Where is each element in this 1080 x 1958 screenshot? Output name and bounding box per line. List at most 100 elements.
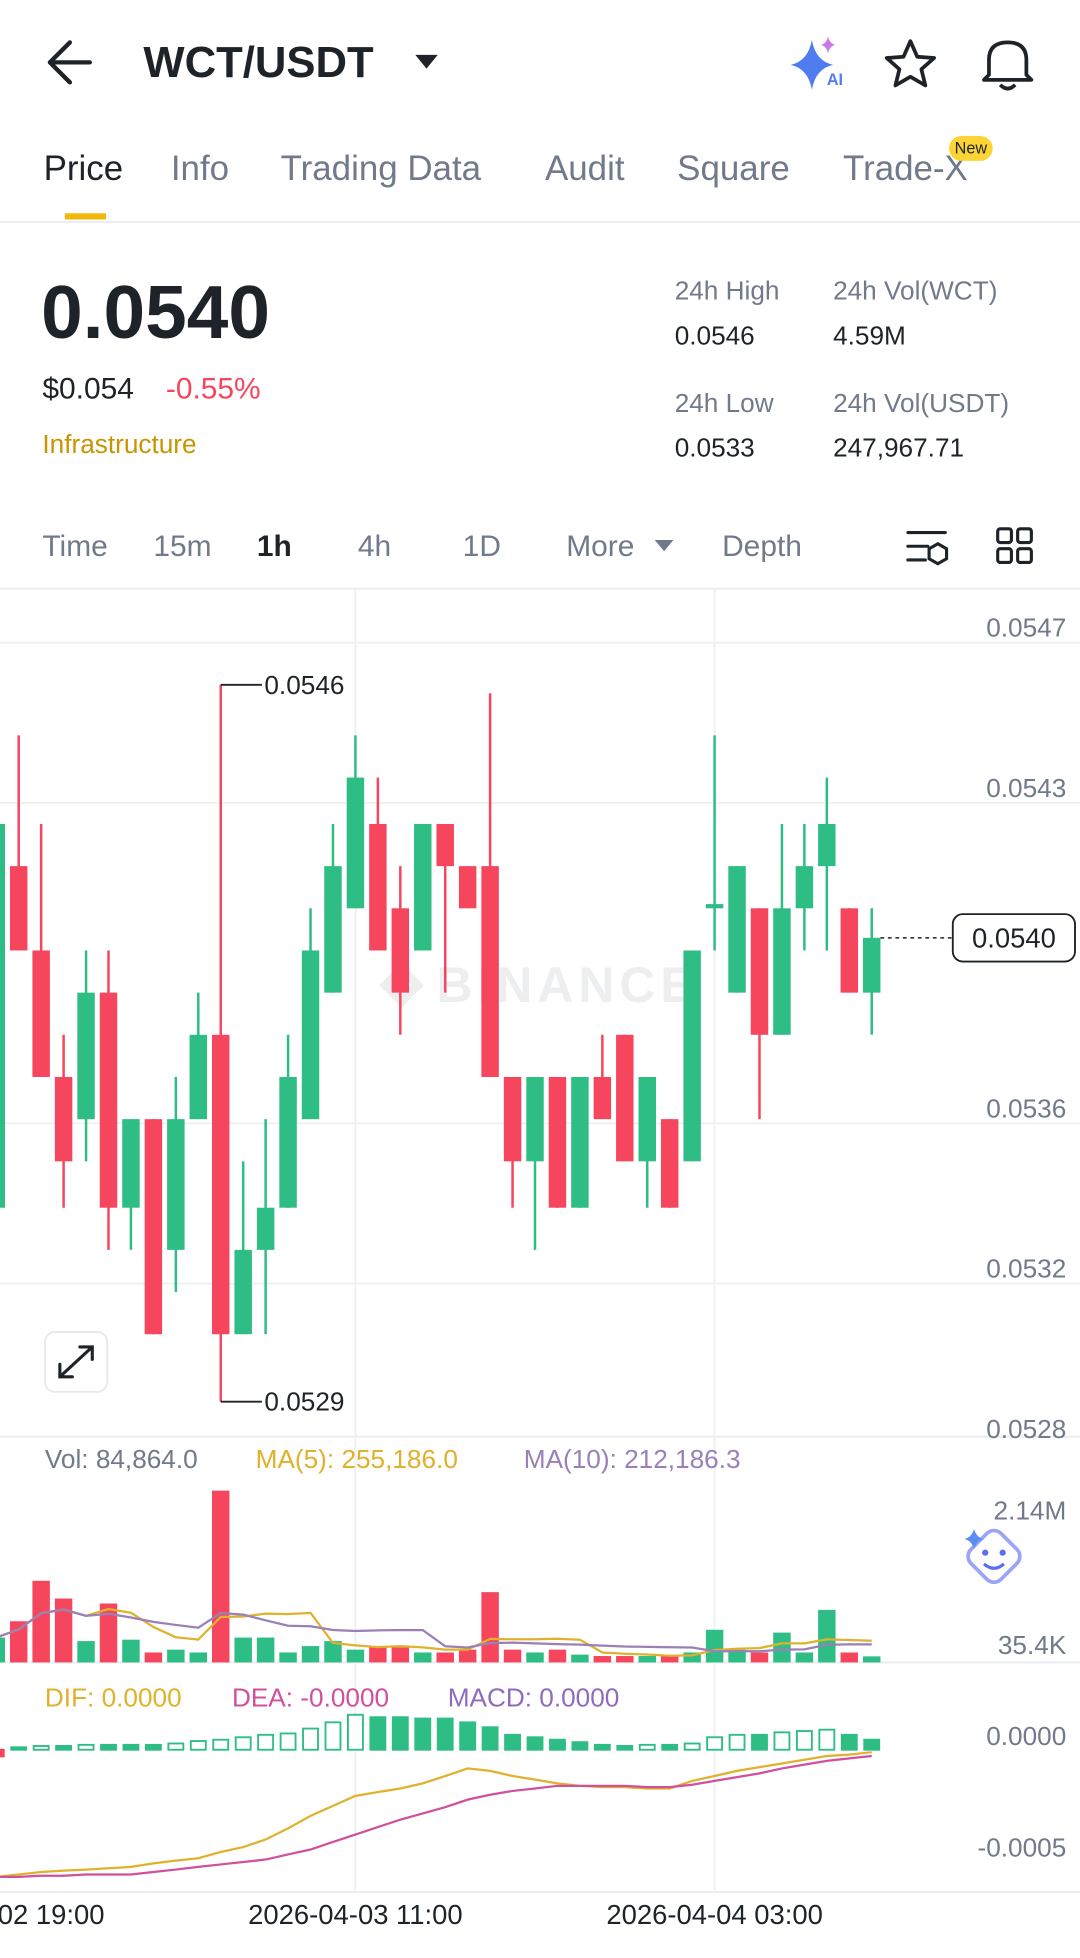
candle-body (503, 1076, 522, 1162)
watermark-logo (379, 962, 425, 1008)
macd-bar (706, 1736, 724, 1751)
ai-button[interactable]: AI (790, 36, 843, 90)
candle-body (301, 950, 320, 1120)
macd-bar (795, 1730, 813, 1751)
interval-option[interactable]: 1D (463, 530, 501, 563)
volume-bar (32, 1580, 50, 1663)
legend-entry: MA(5): 255,186.0 (256, 1444, 458, 1474)
macd-bar (436, 1717, 454, 1751)
candle-body (122, 1119, 140, 1208)
volume-bar (503, 1649, 522, 1663)
high-label: 0.0546 (264, 670, 344, 700)
candle-body (571, 1076, 589, 1208)
fullscreen-button[interactable] (43, 1330, 109, 1393)
interval-option[interactable]: 15m (153, 530, 211, 563)
tab[interactable]: Trade-X (843, 149, 968, 188)
y-tick-label: 0.0528 (986, 1414, 1066, 1444)
tab[interactable]: Info (171, 149, 229, 188)
new-badge (949, 135, 993, 161)
assistant-eye (999, 1549, 1006, 1556)
volume-bar (683, 1652, 701, 1663)
candle-body (705, 904, 724, 909)
assistant-eye (982, 1549, 989, 1556)
sector-tag[interactable]: Infrastructure (42, 429, 196, 459)
macd-bar (369, 1716, 387, 1751)
candle-body (234, 1249, 252, 1335)
volume-bar (863, 1656, 881, 1663)
indicator-settings[interactable] (906, 530, 949, 566)
tab[interactable]: Audit (545, 149, 625, 188)
legend-entry: DEA: -0.0000 (232, 1682, 389, 1712)
ai-sparkle (790, 39, 834, 90)
candle-body (54, 1076, 73, 1162)
volume-bar (705, 1629, 724, 1663)
macd-bar (302, 1727, 319, 1751)
macd-bar (234, 1736, 252, 1751)
x-tick-label: 2026-04-02 19:00 (0, 1899, 105, 1930)
macd-bar (549, 1738, 566, 1751)
tab[interactable]: Square (677, 149, 790, 188)
interval-option[interactable]: More (566, 530, 634, 563)
layout-cell (996, 527, 1013, 545)
macd-bar (526, 1736, 544, 1751)
favorite-star[interactable] (884, 39, 936, 88)
bell-clapper (998, 83, 1017, 91)
layout-button[interactable] (996, 527, 1033, 565)
candle-body (414, 823, 432, 951)
more-dropdown[interactable] (654, 540, 674, 552)
volume-bar (391, 1647, 410, 1663)
stat-value: 4.59M (833, 320, 906, 350)
watermark: BINANCE (436, 957, 698, 1013)
layout-cell (1016, 547, 1033, 565)
volume-bar (840, 1652, 859, 1663)
candle-body (189, 1034, 208, 1120)
candle-body (77, 992, 95, 1120)
interval-option[interactable]: Depth (722, 530, 802, 563)
pair-title[interactable]: WCT/USDT (143, 38, 374, 87)
candle-body (548, 1076, 567, 1208)
candle-body (324, 866, 342, 993)
price-change: -0.55% (166, 373, 261, 406)
candle-body (795, 866, 814, 909)
macd-bar (481, 1726, 499, 1751)
pair-dropdown[interactable] (415, 54, 438, 69)
volume-bar (593, 1656, 612, 1663)
volume-bar (414, 1652, 432, 1663)
tab[interactable]: Trading Data (281, 149, 482, 188)
candle-body (683, 950, 701, 1162)
volume-bar (0, 1637, 5, 1663)
volume-bar (660, 1656, 679, 1663)
y-tick-label: -0.0005 (978, 1832, 1067, 1862)
macd-bar (661, 1743, 679, 1751)
volume-bar (144, 1652, 163, 1663)
macd-bar (391, 1716, 409, 1751)
interval-option[interactable]: 1h (257, 530, 292, 563)
macd-bar (100, 1743, 117, 1751)
last-price: 0.0540 (41, 270, 270, 354)
last-price-box (951, 913, 1076, 963)
interval-bar: Time 15m 1h 4h 1D More Depth (42, 530, 802, 563)
macd-bar (0, 1748, 5, 1758)
candle-body (728, 866, 746, 993)
interval-option[interactable]: 4h (358, 530, 391, 563)
macd-bar (683, 1742, 701, 1751)
candle-body (9, 866, 28, 951)
settings-hex (927, 541, 949, 566)
ai-label: AI (827, 71, 843, 89)
new-badge-label: New (955, 139, 988, 157)
notification-bell[interactable] (982, 40, 1034, 91)
back-button[interactable] (47, 40, 92, 85)
fiat-price: $0.054 (42, 373, 134, 406)
volume-bar (750, 1652, 769, 1663)
macd-bar (818, 1728, 836, 1751)
interval-option[interactable]: Time (42, 530, 107, 563)
macd-bar (593, 1743, 611, 1751)
volume-bar (234, 1637, 252, 1663)
volume-bar (54, 1598, 73, 1663)
tab[interactable]: Price (44, 149, 124, 188)
candle-body (391, 908, 410, 993)
volume-bar (301, 1646, 320, 1663)
volume-bar (458, 1649, 477, 1663)
assistant-button[interactable] (964, 1526, 1024, 1586)
